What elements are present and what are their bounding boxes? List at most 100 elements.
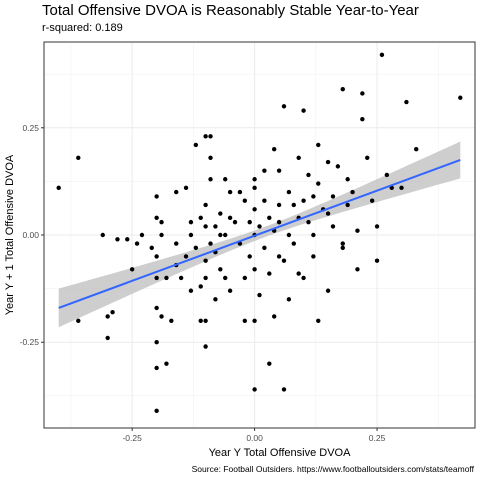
data-point	[203, 202, 208, 208]
data-point	[178, 275, 184, 281]
data-point	[286, 189, 292, 195]
data-point	[232, 219, 238, 225]
data-point	[213, 224, 218, 229]
data-point	[325, 159, 331, 165]
data-point	[154, 275, 159, 281]
data-point	[316, 142, 321, 148]
data-point	[404, 99, 409, 105]
data-point	[369, 198, 375, 203]
data-point	[374, 258, 380, 263]
data-point	[115, 237, 120, 242]
data-point	[316, 181, 321, 186]
data-point	[56, 185, 61, 191]
data-point	[154, 254, 159, 259]
data-point	[340, 241, 345, 246]
data-point	[149, 245, 154, 251]
data-point	[355, 228, 360, 233]
data-point	[262, 198, 267, 203]
data-point	[345, 177, 350, 182]
data-point	[247, 254, 252, 259]
data-point	[125, 237, 130, 242]
x-tick-label: 0.00	[246, 433, 263, 443]
data-point	[193, 142, 199, 148]
data-point	[242, 198, 248, 203]
data-point	[188, 232, 194, 238]
data-point	[340, 86, 345, 92]
data-point	[345, 202, 350, 208]
data-point	[164, 361, 169, 366]
data-point	[203, 258, 208, 263]
data-point	[218, 232, 223, 238]
data-point	[252, 207, 257, 212]
data-point	[325, 288, 331, 293]
data-point	[271, 314, 277, 319]
chart-caption: Source: Football Outsiders. https://www.…	[191, 464, 474, 474]
chart-subtitle: r-squared: 0.189	[42, 22, 123, 34]
data-point	[262, 168, 267, 173]
data-point	[105, 335, 110, 341]
data-point	[350, 189, 355, 195]
data-point	[301, 198, 306, 203]
data-point	[335, 164, 341, 169]
data-point	[203, 318, 208, 323]
data-point	[110, 310, 115, 315]
data-point	[360, 117, 365, 122]
data-point	[355, 267, 360, 272]
data-point	[213, 297, 218, 302]
data-point	[414, 147, 419, 152]
data-point	[306, 219, 311, 225]
data-point	[311, 254, 316, 259]
data-point	[252, 177, 257, 182]
data-point	[193, 245, 199, 251]
data-point	[188, 219, 194, 225]
data-point	[458, 95, 463, 100]
data-point	[306, 172, 311, 178]
data-point	[154, 305, 159, 311]
data-point	[100, 232, 105, 238]
data-point	[208, 155, 213, 160]
data-point	[208, 241, 213, 246]
data-point	[257, 224, 262, 229]
data-point	[262, 245, 267, 251]
data-point	[188, 288, 194, 293]
data-point	[252, 387, 257, 392]
data-point	[271, 147, 277, 152]
data-point	[384, 172, 390, 178]
data-point	[330, 224, 336, 229]
data-point	[227, 189, 233, 195]
data-point	[374, 224, 380, 229]
data-point	[296, 155, 301, 160]
data-point	[237, 189, 243, 195]
regression-line	[58, 159, 461, 309]
data-point	[301, 275, 306, 281]
data-point	[301, 108, 306, 113]
data-point	[223, 275, 228, 281]
data-point	[227, 215, 233, 221]
data-point	[159, 314, 164, 319]
data-point	[159, 232, 164, 238]
data-point	[218, 267, 223, 272]
data-point	[267, 271, 272, 276]
y-tick-label: -0.25	[20, 337, 40, 347]
data-point	[76, 155, 81, 160]
data-point	[76, 318, 81, 323]
data-point	[311, 232, 316, 238]
data-point	[316, 318, 321, 323]
data-point	[227, 288, 233, 293]
y-tick-label: 0.00	[22, 230, 39, 240]
data-point	[330, 194, 336, 199]
data-point	[203, 275, 208, 281]
data-point	[208, 134, 213, 139]
data-point	[154, 194, 159, 199]
data-point	[276, 168, 282, 173]
chart-title: Total Offensive DVOA is Reasonably Stabl…	[42, 2, 419, 19]
x-axis-title: Year Y Total Offensive DVOA	[209, 447, 352, 459]
data-point	[154, 365, 159, 371]
y-tick-label: 0.25	[22, 123, 39, 133]
data-point	[325, 211, 331, 216]
data-point	[174, 189, 179, 195]
data-point	[311, 194, 316, 199]
data-point	[267, 215, 272, 221]
data-point	[139, 232, 145, 238]
